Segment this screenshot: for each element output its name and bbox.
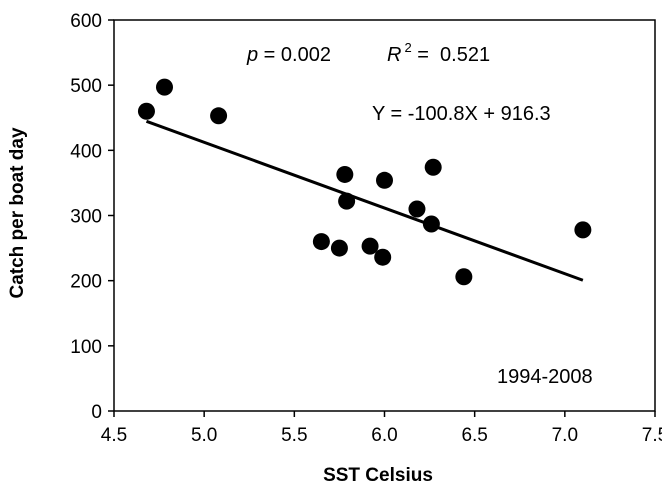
period-label: 1994-2008 [497,366,593,388]
x-tick-label: 7.5 [642,425,662,446]
data-point [376,171,393,189]
data-point [210,107,228,125]
trendline [145,119,584,282]
x-tick-label: 4.5 [101,425,127,446]
data-point [422,215,440,233]
r-symbol: R [387,44,401,66]
data-point [336,165,354,183]
data-point [338,192,356,210]
data-point [424,158,442,176]
plot-area [113,19,656,412]
data-point [155,78,173,96]
x-tick-label: 5.5 [281,425,307,446]
data-point [455,268,473,286]
x-tick-label: 6.0 [371,425,397,446]
regression-equation: Y = -100.8X + 916.3 [372,103,551,125]
x-tick-label: 5.0 [191,425,217,446]
data-points [137,78,592,286]
x-axis-title: SST Celsius [323,465,433,486]
y-tick-label: 100 [70,337,102,358]
y-tick-label: 300 [70,207,102,228]
x-axis-ticks: 4.5 5.0 5.5 6.0 6.5 7.0 7.5 [101,411,662,446]
data-point [374,248,392,266]
data-point [330,239,348,257]
x-tick-label: 7.0 [552,425,578,446]
data-point [312,233,330,251]
y-axis-title: Catch per boat day [7,127,28,298]
data-point [137,102,155,120]
data-point [361,237,379,255]
data-point [574,221,592,239]
y-tick-label: 400 [70,141,102,162]
y-tick-label: 600 [70,11,102,32]
y-tick-label: 200 [70,272,102,293]
y-axis-ticks: 0 100 200 300 400 500 600 [70,11,114,423]
y-tick-label: 0 [91,402,102,423]
p-value-annotation: p = 0.002 [246,44,331,66]
p-value: = 0.002 [258,44,331,66]
r-exponent: 2 [404,40,411,55]
x-tick-label: 6.5 [461,425,487,446]
data-point [408,200,426,218]
p-symbol: p [246,44,258,66]
r-value: = 0.521 [412,44,490,66]
y-tick-label: 500 [70,76,102,97]
